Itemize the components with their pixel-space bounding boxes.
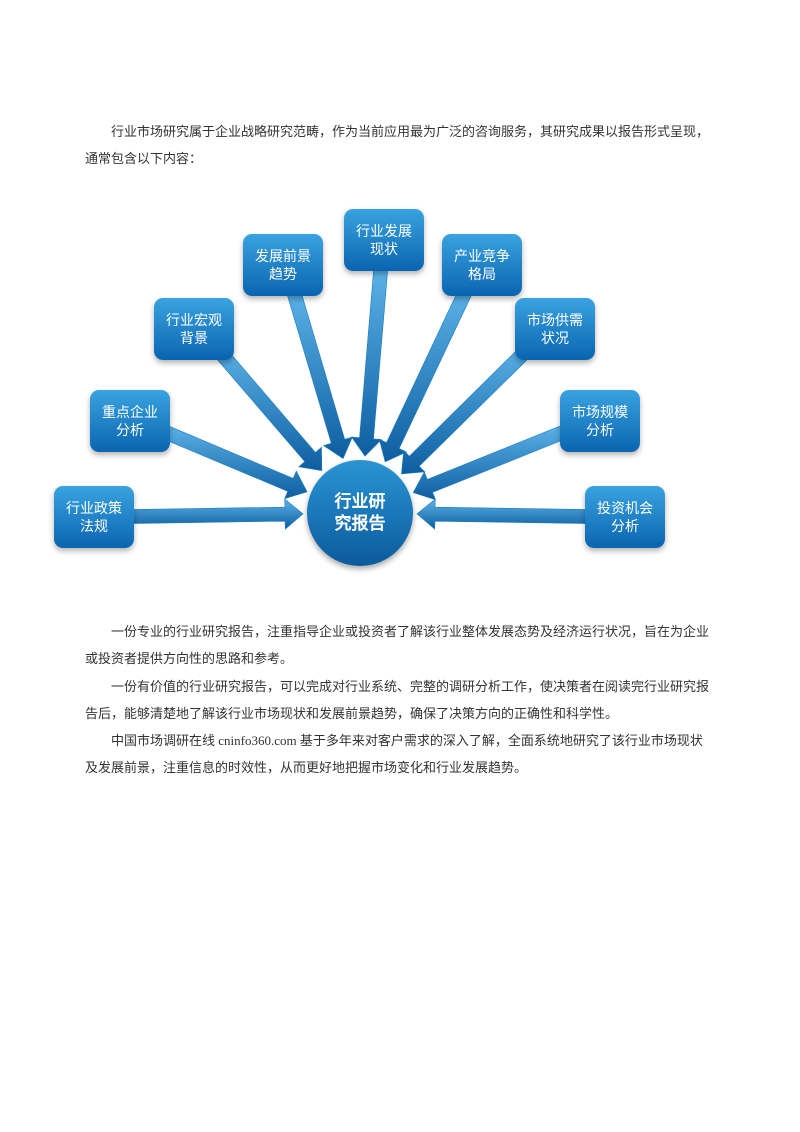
body-paragraph: 一份专业的行业研究报告，注重指导企业或投资者了解该行业整体发展态势及经济运行状况… xyxy=(85,618,715,673)
center-node: 行业研究报告 xyxy=(307,460,413,566)
body-paragraph: 一份有价值的行业研究报告，可以完成对行业系统、完整的调研分析工作，使决策者在阅读… xyxy=(85,673,715,728)
arrow xyxy=(417,499,589,529)
body-paragraphs: 一份专业的行业研究报告，注重指导企业或投资者了解该行业整体发展态势及经济运行状况… xyxy=(85,618,715,782)
diagram-node: 市场规模分析 xyxy=(560,390,640,452)
arrow xyxy=(287,290,352,459)
body-paragraph: 中国市场调研在线 cninfo360.com 基于多年来对客户需求的深入了解，全… xyxy=(85,727,715,782)
diagram-node: 行业政策法规 xyxy=(54,486,134,548)
intro-text: 行业市场研究属于企业战略研究范畴，作为当前应用最为广泛的咨询服务，其研究成果以报… xyxy=(85,124,709,166)
diagram-node: 行业宏观背景 xyxy=(154,298,234,360)
arrow xyxy=(161,425,307,499)
diagram-node: 行业发展现状 xyxy=(344,209,424,271)
diagram-node: 产业竞争格局 xyxy=(442,234,522,296)
diagram-node: 市场供需状况 xyxy=(515,298,595,360)
arrow xyxy=(130,499,303,529)
arrow xyxy=(413,425,569,500)
arrow xyxy=(352,267,388,456)
arrow xyxy=(401,343,533,474)
arrow xyxy=(379,287,472,462)
arrow xyxy=(213,345,322,470)
diagram-node: 投资机会分析 xyxy=(585,486,665,548)
diagram-node: 重点企业分析 xyxy=(90,390,170,452)
intro-paragraph: 行业市场研究属于企业战略研究范畴，作为当前应用最为广泛的咨询服务，其研究成果以报… xyxy=(85,118,715,173)
radial-diagram: 行业研究报告 行业政策法规 重点企业分析 行业宏观背景发展前景趋势行业发展现状产业竞争… xyxy=(50,195,750,585)
diagram-node: 发展前景趋势 xyxy=(243,234,323,296)
